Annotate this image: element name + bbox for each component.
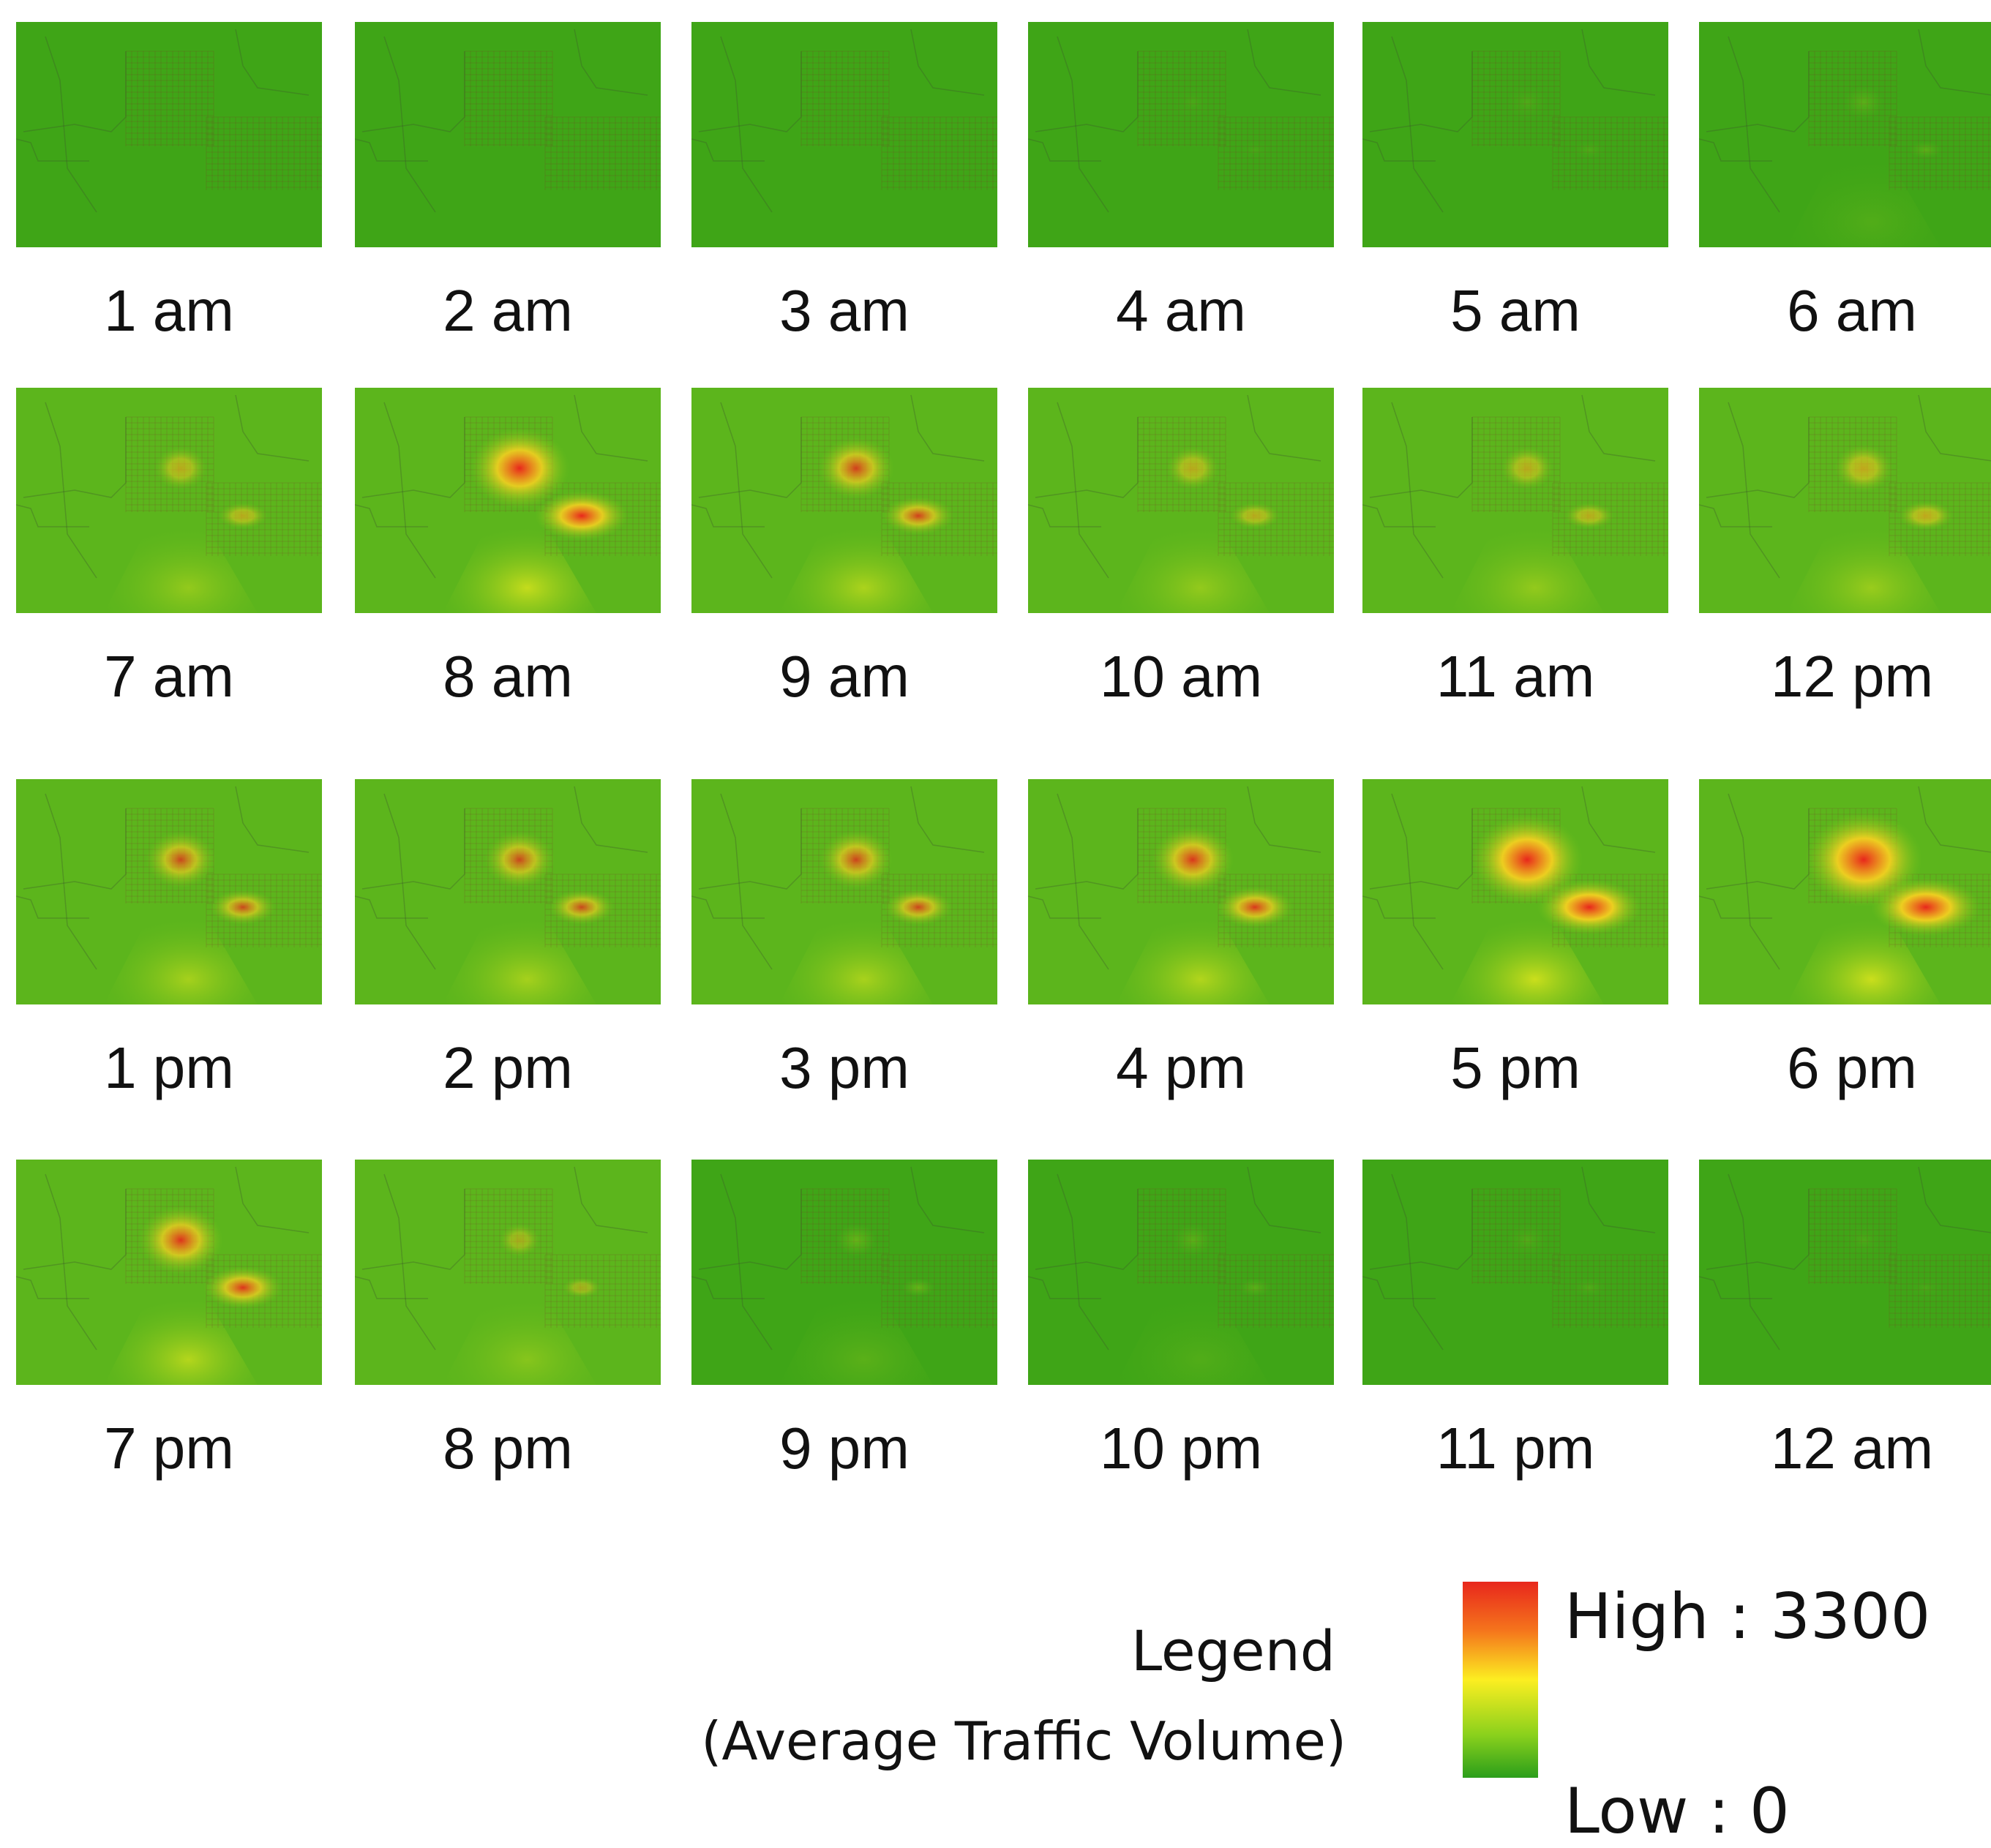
legend-subtitle: (Average Traffic Volume) [701, 1710, 1346, 1772]
traffic-map-panel [691, 1160, 997, 1385]
traffic-map-panel [1699, 388, 1991, 613]
panel-time-label: 12 pm [1770, 644, 1934, 709]
panel-time-label: 3 pm [779, 1035, 910, 1100]
traffic-map-panel [1362, 779, 1668, 1004]
traffic-map-panel [355, 388, 661, 613]
traffic-map-panel [1028, 1160, 1334, 1385]
panel-time-label: 9 pm [779, 1416, 910, 1481]
panel-time-label: 1 am [104, 278, 234, 343]
traffic-map-panel [1028, 779, 1334, 1004]
panel-time-label: 4 pm [1116, 1035, 1246, 1100]
panel-time-label: 10 pm [1099, 1416, 1263, 1481]
traffic-map-panel [16, 1160, 322, 1385]
traffic-map-panel [691, 22, 997, 247]
panel-time-label: 11 am [1436, 644, 1595, 709]
traffic-map-panel [355, 779, 661, 1004]
panel-time-label: 6 pm [1787, 1035, 1917, 1100]
panel-time-label: 1 pm [104, 1035, 234, 1100]
panel-time-label: 6 am [1787, 278, 1917, 343]
panel-time-label: 8 pm [443, 1416, 573, 1481]
panel-time-label: 4 am [1116, 278, 1246, 343]
panel-time-label: 2 pm [443, 1035, 573, 1100]
panel-time-label: 5 pm [1450, 1035, 1581, 1100]
traffic-map-panel [691, 779, 997, 1004]
traffic-map-panel [1028, 388, 1334, 613]
traffic-map-panel [16, 388, 322, 613]
traffic-map-panel [1699, 22, 1991, 247]
traffic-map-panel [355, 22, 661, 247]
panel-time-label: 11 pm [1436, 1416, 1595, 1481]
legend-low-label: Low : 0 [1564, 1775, 1790, 1848]
traffic-map-panel [355, 1160, 661, 1385]
traffic-map-panel [1362, 388, 1668, 613]
panel-time-label: 9 am [779, 644, 910, 709]
panel-time-label: 8 am [443, 644, 573, 709]
traffic-map-panel [1362, 22, 1668, 247]
panel-time-label: 10 am [1099, 644, 1263, 709]
panel-time-label: 7 pm [104, 1416, 234, 1481]
traffic-map-panel [16, 779, 322, 1004]
traffic-map-panel [1699, 1160, 1991, 1385]
legend-high-label: High : 3300 [1564, 1580, 1931, 1653]
panel-time-label: 12 am [1770, 1416, 1934, 1481]
traffic-map-panel [691, 388, 997, 613]
traffic-map-panel [16, 22, 322, 247]
panel-time-label: 3 am [779, 278, 910, 343]
panel-time-label: 2 am [443, 278, 573, 343]
traffic-map-panel [1028, 22, 1334, 247]
traffic-map-panel [1362, 1160, 1668, 1385]
legend-color-bar [1463, 1582, 1538, 1778]
traffic-map-panel [1699, 779, 1991, 1004]
panel-time-label: 7 am [104, 644, 234, 709]
panel-time-label: 5 am [1450, 278, 1581, 343]
legend-title: Legend [1131, 1618, 1335, 1683]
